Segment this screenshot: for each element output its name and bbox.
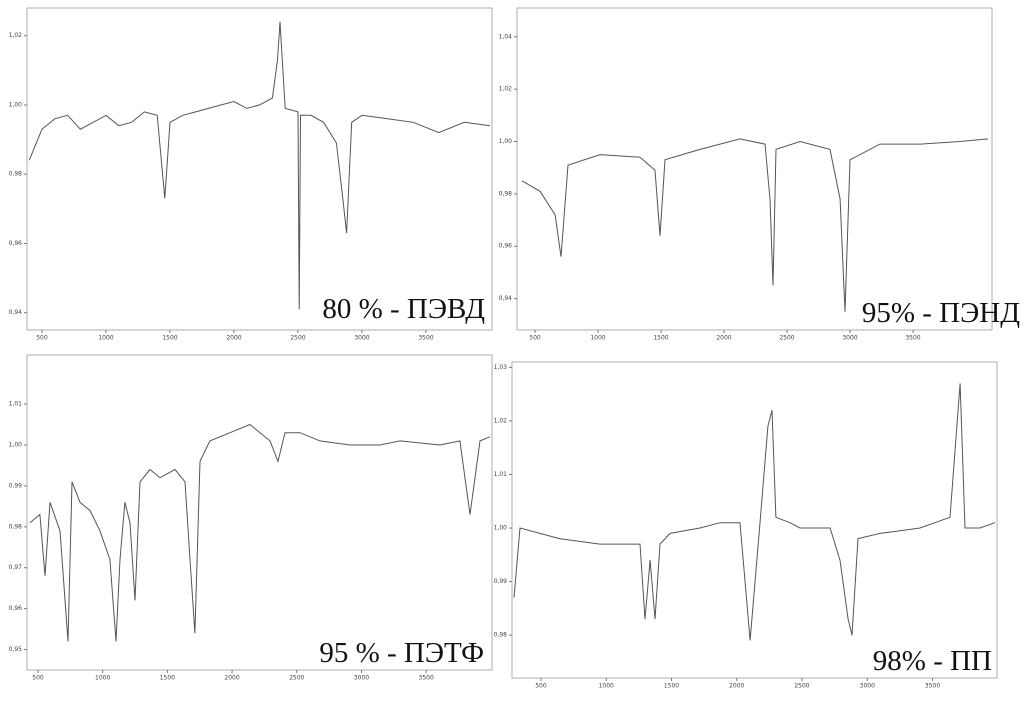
y-tick-label: 1,02 xyxy=(499,86,513,93)
y-tick-label: 0,96 xyxy=(499,243,513,250)
x-tick-label: 1500 xyxy=(160,675,175,682)
y-tick-label: 0,98 xyxy=(499,190,513,197)
x-tick-label: 2500 xyxy=(289,675,304,682)
plot-frame xyxy=(516,7,993,331)
x-tick-label: 500 xyxy=(36,335,48,342)
y-tick-label: 0,96 xyxy=(9,240,23,247)
y-tick-label: 0,95 xyxy=(9,646,23,653)
y-tick-label: 1,02 xyxy=(494,417,508,424)
x-tick-label: 3000 xyxy=(860,683,875,690)
y-tick-label: 0,98 xyxy=(494,632,508,639)
x-tick-label: 2000 xyxy=(716,335,731,342)
y-tick-label: 0,99 xyxy=(494,578,508,585)
y-tick-label: 1,00 xyxy=(9,101,23,108)
x-tick-label: 3500 xyxy=(925,683,940,690)
sample-label: 95 % - ПЭТФ xyxy=(319,637,484,669)
y-tick-label: 0,94 xyxy=(499,295,513,302)
x-tick-label: 1000 xyxy=(599,683,614,690)
y-tick-label: 0,94 xyxy=(9,309,23,316)
x-tick-label: 2000 xyxy=(224,675,239,682)
x-tick-label: 1000 xyxy=(590,335,605,342)
x-tick-label: 3000 xyxy=(842,335,857,342)
spectrum-line xyxy=(513,383,996,641)
x-tick-label: 1500 xyxy=(653,335,668,342)
spectrum-line xyxy=(521,138,989,312)
x-tick-label: 2500 xyxy=(290,335,305,342)
sample-label: 80 % - ПЭВД xyxy=(322,293,485,325)
x-tick-label: 500 xyxy=(535,683,547,690)
y-tick-label: 1,01 xyxy=(9,401,23,408)
y-tick-label: 1,04 xyxy=(499,33,513,40)
spectrum-line xyxy=(28,21,491,310)
x-tick-label: 1000 xyxy=(98,335,113,342)
y-tick-label: 0,99 xyxy=(9,482,23,489)
x-tick-label: 1500 xyxy=(664,683,679,690)
plot-frame xyxy=(511,361,998,679)
x-tick-label: 3500 xyxy=(419,675,434,682)
y-tick-label: 1,01 xyxy=(494,471,508,478)
x-tick-label: 3000 xyxy=(354,675,369,682)
y-tick-label: 1,00 xyxy=(499,138,513,145)
x-tick-label: 3500 xyxy=(418,335,433,342)
y-tick-label: 1,00 xyxy=(9,442,23,449)
y-tick-label: 1,03 xyxy=(494,364,508,371)
x-tick-label: 1500 xyxy=(162,335,177,342)
x-tick-label: 2000 xyxy=(226,335,241,342)
x-tick-label: 2500 xyxy=(779,335,794,342)
y-tick-label: 0,98 xyxy=(9,523,23,530)
x-tick-label: 2500 xyxy=(794,683,809,690)
y-tick-label: 0,97 xyxy=(9,564,23,571)
x-tick-label: 500 xyxy=(32,675,44,682)
x-tick-label: 1000 xyxy=(95,675,110,682)
plot-frame xyxy=(26,354,493,671)
x-tick-label: 2000 xyxy=(729,683,744,690)
x-tick-label: 3000 xyxy=(354,335,369,342)
y-tick-label: 0,96 xyxy=(9,605,23,612)
plot-frame xyxy=(26,7,493,331)
sample-label: 95% - ПЭНД xyxy=(862,297,1020,329)
y-tick-label: 1,02 xyxy=(9,32,23,39)
x-tick-label: 3500 xyxy=(905,335,920,342)
sample-label: 98% - ПП xyxy=(873,645,992,677)
y-tick-label: 1,00 xyxy=(494,525,508,532)
spectrum-line xyxy=(29,423,491,642)
y-tick-label: 0,98 xyxy=(9,171,23,178)
x-tick-label: 500 xyxy=(529,335,541,342)
